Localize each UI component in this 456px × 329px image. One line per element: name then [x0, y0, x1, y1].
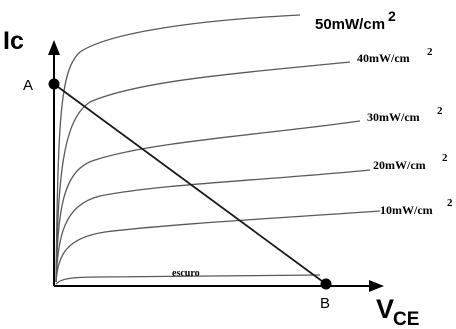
curve-label-20mw-sup: 2: [442, 152, 448, 164]
curve-label-10mw: 10mW/cm: [380, 203, 433, 217]
point-a-label: A: [23, 77, 33, 94]
point-b: [320, 278, 332, 290]
curve-label-40mw: 40mW/cm: [357, 51, 410, 65]
y-axis-label: Ic: [3, 27, 24, 55]
curve-label-10mw-sup: 2: [447, 197, 453, 209]
y-axis-arrowhead: [48, 40, 60, 55]
point-b-label: B: [320, 295, 330, 312]
x-axis-label-main: V: [376, 294, 394, 324]
point-a: [48, 78, 60, 90]
load-line: [53, 83, 327, 285]
dark-curve-label: escuro: [172, 268, 200, 279]
curve-label-50mw-sup: 2: [388, 8, 396, 24]
curve-20mw: [55, 169, 371, 283]
curve-30mw: [55, 120, 361, 283]
curve-label-50mw: 50mW/cm: [315, 16, 385, 33]
curve-50mw: [55, 14, 301, 283]
curve-40mw: [55, 61, 351, 283]
x-axis-arrowhead: [369, 280, 384, 292]
curve-label-20mw: 20mW/cm: [373, 158, 426, 172]
curve-dark: [55, 274, 321, 285]
curve-label-30mw: 30mW/cm: [367, 110, 420, 124]
x-axis-label-sub: CE: [393, 309, 419, 329]
curve-label-30mw-sup: 2: [437, 105, 443, 117]
curve-10mw: [55, 210, 381, 283]
curve-label-40mw-sup: 2: [427, 46, 433, 58]
